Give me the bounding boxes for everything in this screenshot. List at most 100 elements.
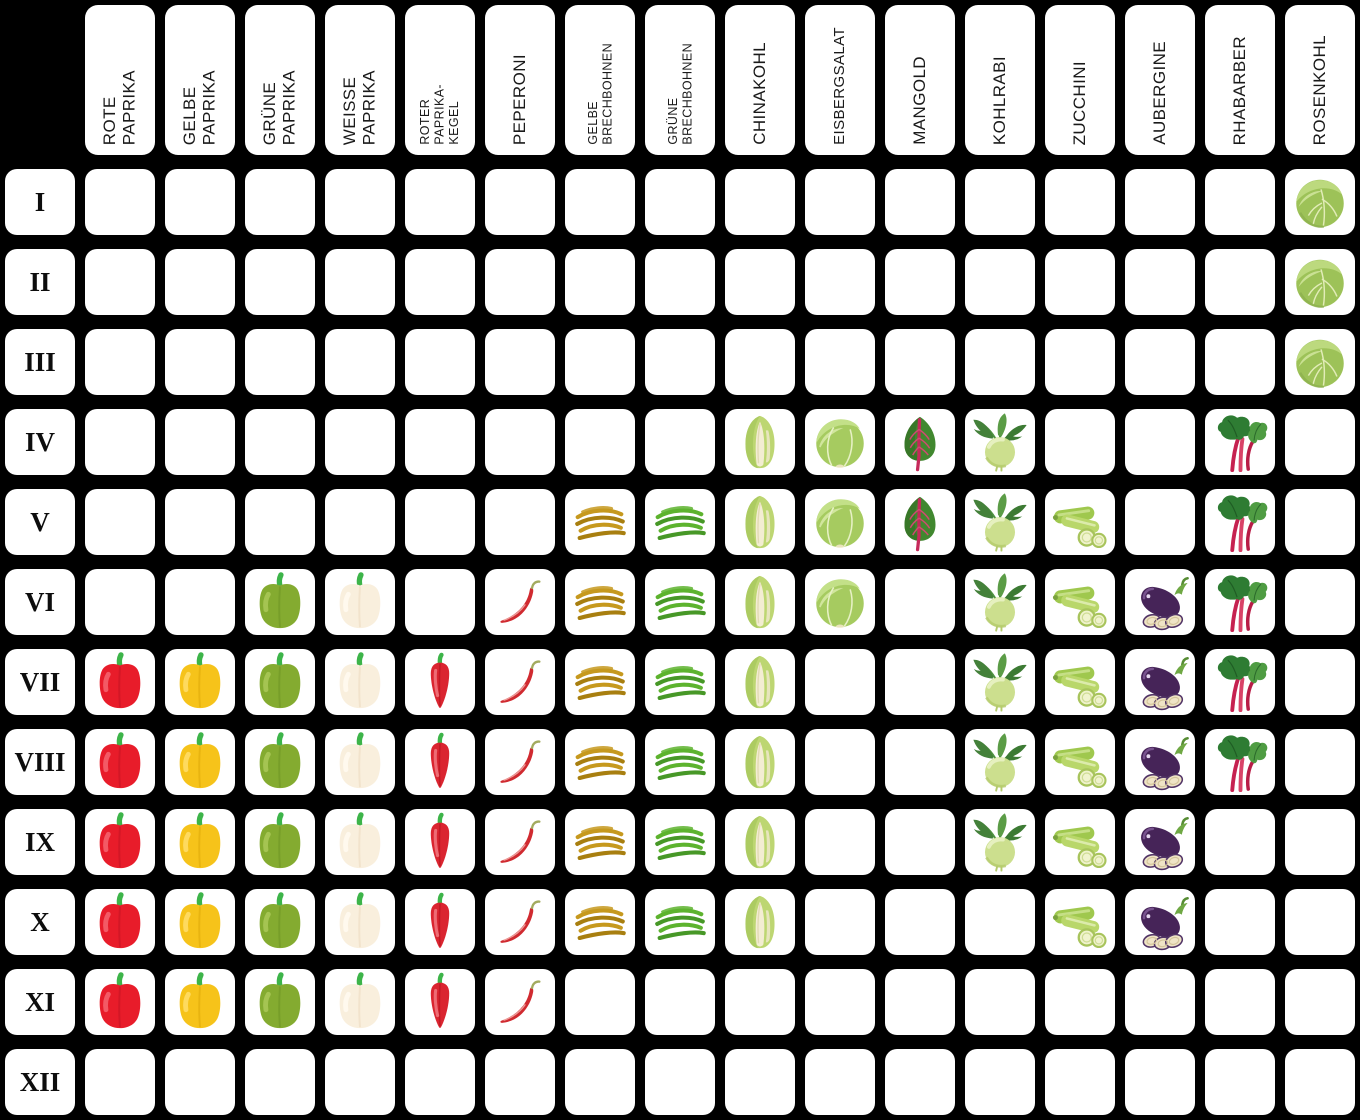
column-header-label: WEISSE PAPRIKA	[340, 69, 379, 145]
cell-rote-paprika-month-11	[85, 969, 155, 1035]
cell-roter-paprika-kegel-month-2	[405, 249, 475, 315]
cell-rosenkohl-month-5	[1285, 489, 1355, 555]
column-header-label: PEPERONI	[510, 53, 530, 145]
cell-roter-paprika-kegel-month-9	[405, 809, 475, 875]
cell-chinakohl-month-2	[725, 249, 795, 315]
cell-gelbe-brechbohnen-month-12	[565, 1049, 635, 1115]
cell-rhabarber-month-5	[1205, 489, 1275, 555]
green-bell-pepper-icon	[249, 971, 311, 1033]
cell-mangold-month-10	[885, 889, 955, 955]
month-roman-numeral: III	[24, 346, 56, 377]
kohlrabi-icon	[969, 491, 1031, 553]
white-bell-pepper-icon	[329, 571, 391, 633]
column-header-label: CHINAKOHL	[750, 42, 770, 145]
cell-gelbe-paprika-month-7	[165, 649, 235, 715]
row-label-month-4: IV	[5, 409, 75, 475]
cell-aubergine-month-6	[1125, 569, 1195, 635]
cell-gruene-paprika-month-4	[245, 409, 315, 475]
yellow-beans-icon	[569, 891, 631, 953]
column-header-label: GELBE PAPRIKA	[180, 69, 219, 145]
cell-kohlrabi-month-8	[965, 729, 1035, 795]
cell-rosenkohl-month-1	[1285, 169, 1355, 235]
zucchini-icon	[1049, 491, 1111, 553]
cell-aubergine-month-5	[1125, 489, 1195, 555]
cell-roter-paprika-kegel-month-10	[405, 889, 475, 955]
green-beans-icon	[649, 651, 711, 713]
rhubarb-icon	[1209, 731, 1271, 793]
chili-pepper-icon	[489, 891, 551, 953]
red-pointed-pepper-icon	[409, 891, 471, 953]
cell-mangold-month-4	[885, 409, 955, 475]
cell-gruene-brechbohnen-month-6	[645, 569, 715, 635]
cell-gruene-paprika-month-11	[245, 969, 315, 1035]
cell-eisbergsalat-month-11	[805, 969, 875, 1035]
cell-gelbe-paprika-month-5	[165, 489, 235, 555]
column-header-label: ROSENKOHL	[1310, 34, 1330, 145]
cell-chinakohl-month-5	[725, 489, 795, 555]
column-header-label: GELBE BRECHBOHNEN	[585, 43, 614, 145]
yellow-bell-pepper-icon	[169, 651, 231, 713]
cell-chinakohl-month-9	[725, 809, 795, 875]
cell-gruene-brechbohnen-month-10	[645, 889, 715, 955]
cell-eisbergsalat-month-7	[805, 649, 875, 715]
cell-aubergine-month-1	[1125, 169, 1195, 235]
cell-mangold-month-8	[885, 729, 955, 795]
cell-rhabarber-month-8	[1205, 729, 1275, 795]
chili-pepper-icon	[489, 571, 551, 633]
cell-gelbe-paprika-month-8	[165, 729, 235, 795]
cell-gelbe-brechbohnen-month-1	[565, 169, 635, 235]
white-bell-pepper-icon	[329, 811, 391, 873]
chili-pepper-icon	[489, 971, 551, 1033]
cell-zucchini-month-4	[1045, 409, 1115, 475]
cell-aubergine-month-9	[1125, 809, 1195, 875]
column-header-rhabarber: RHABARBER	[1205, 5, 1275, 155]
cell-mangold-month-5	[885, 489, 955, 555]
column-header-gelbe-paprika: GELBE PAPRIKA	[165, 5, 235, 155]
yellow-bell-pepper-icon	[169, 731, 231, 793]
cell-zucchini-month-6	[1045, 569, 1115, 635]
row-label-month-2: II	[5, 249, 75, 315]
cell-gruene-paprika-month-2	[245, 249, 315, 315]
cell-zucchini-month-5	[1045, 489, 1115, 555]
cell-mangold-month-9	[885, 809, 955, 875]
cell-rote-paprika-month-7	[85, 649, 155, 715]
zucchini-icon	[1049, 731, 1111, 793]
cell-rosenkohl-month-4	[1285, 409, 1355, 475]
column-header-mangold: MANGOLD	[885, 5, 955, 155]
napa-cabbage-icon	[729, 651, 791, 713]
cell-gelbe-brechbohnen-month-9	[565, 809, 635, 875]
white-bell-pepper-icon	[329, 971, 391, 1033]
cell-kohlrabi-month-5	[965, 489, 1035, 555]
red-pointed-pepper-icon	[409, 651, 471, 713]
kohlrabi-icon	[969, 731, 1031, 793]
cell-gruene-paprika-month-3	[245, 329, 315, 395]
column-header-kohlrabi: KOHLRABI	[965, 5, 1035, 155]
cell-rhabarber-month-6	[1205, 569, 1275, 635]
zucchini-icon	[1049, 651, 1111, 713]
cell-aubergine-month-3	[1125, 329, 1195, 395]
cell-gruene-brechbohnen-month-2	[645, 249, 715, 315]
month-roman-numeral: XII	[19, 1066, 61, 1097]
cell-gelbe-brechbohnen-month-11	[565, 969, 635, 1035]
iceberg-lettuce-icon	[809, 411, 871, 473]
cell-weisse-paprika-month-2	[325, 249, 395, 315]
month-roman-numeral: X	[30, 906, 50, 937]
cell-kohlrabi-month-6	[965, 569, 1035, 635]
red-pointed-pepper-icon	[409, 731, 471, 793]
chili-pepper-icon	[489, 731, 551, 793]
yellow-beans-icon	[569, 731, 631, 793]
cell-eisbergsalat-month-9	[805, 809, 875, 875]
month-roman-numeral: I	[34, 186, 46, 217]
cell-kohlrabi-month-11	[965, 969, 1035, 1035]
column-header-label: RHABARBER	[1230, 35, 1250, 145]
green-beans-icon	[649, 811, 711, 873]
green-beans-icon	[649, 731, 711, 793]
cell-rosenkohl-month-8	[1285, 729, 1355, 795]
cell-gruene-paprika-month-9	[245, 809, 315, 875]
column-header-gelbe-brechbohnen: GELBE BRECHBOHNEN	[565, 5, 635, 155]
cell-gruene-brechbohnen-month-9	[645, 809, 715, 875]
red-bell-pepper-icon	[89, 811, 151, 873]
red-pointed-pepper-icon	[409, 811, 471, 873]
cell-gelbe-paprika-month-9	[165, 809, 235, 875]
cell-zucchini-month-3	[1045, 329, 1115, 395]
